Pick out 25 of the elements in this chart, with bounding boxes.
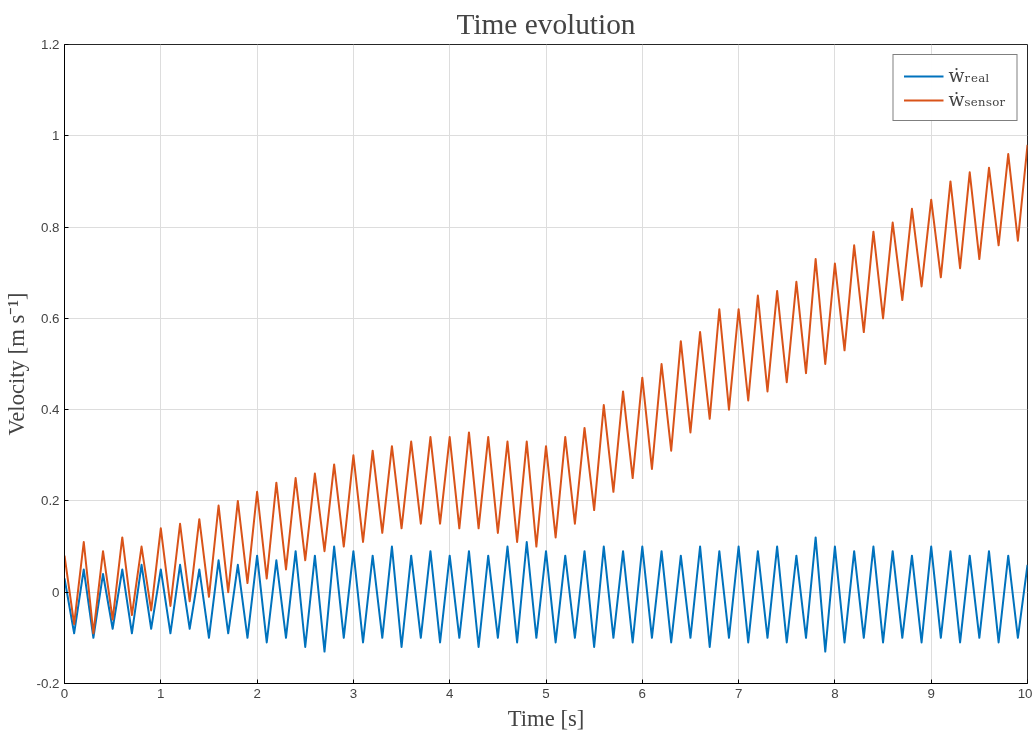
x-tick-label: 10 [1017, 685, 1032, 701]
x-tick-label: 4 [445, 685, 454, 701]
x-axis-title: Time [s] [507, 705, 585, 731]
y-tick-label: -0.2 [36, 676, 60, 691]
chart-title: Time evolution [456, 7, 636, 40]
line-series [64, 536, 1028, 653]
y-tick-label: 1.2 [40, 37, 60, 52]
y-tick-label: 0.6 [40, 310, 60, 326]
x-tick-label: 5 [542, 685, 550, 701]
y-tick-label: 0 [52, 584, 60, 600]
legend-label: ẇₛₑₙₛₒᵣ [948, 89, 1006, 110]
x-tick-label: 6 [638, 685, 647, 701]
x-tick-label: 2 [253, 685, 261, 701]
legend-label: ẇᵣₑₐₗ [948, 65, 990, 86]
line-series [64, 143, 1028, 635]
y-tick-label: 0.4 [40, 402, 61, 418]
x-tick-label: 8 [831, 685, 839, 701]
x-tick-label: 1 [157, 685, 165, 701]
y-axis-title: Velocity [m s⁻¹] [3, 292, 29, 436]
x-tick-label: 7 [734, 685, 743, 701]
x-tick-label: 3 [349, 685, 358, 701]
y-tick-label: 0.2 [40, 493, 60, 509]
y-tick-label: 0.8 [40, 219, 60, 235]
y-tick-label: 1 [52, 128, 60, 144]
x-tick-label: 9 [927, 685, 935, 701]
